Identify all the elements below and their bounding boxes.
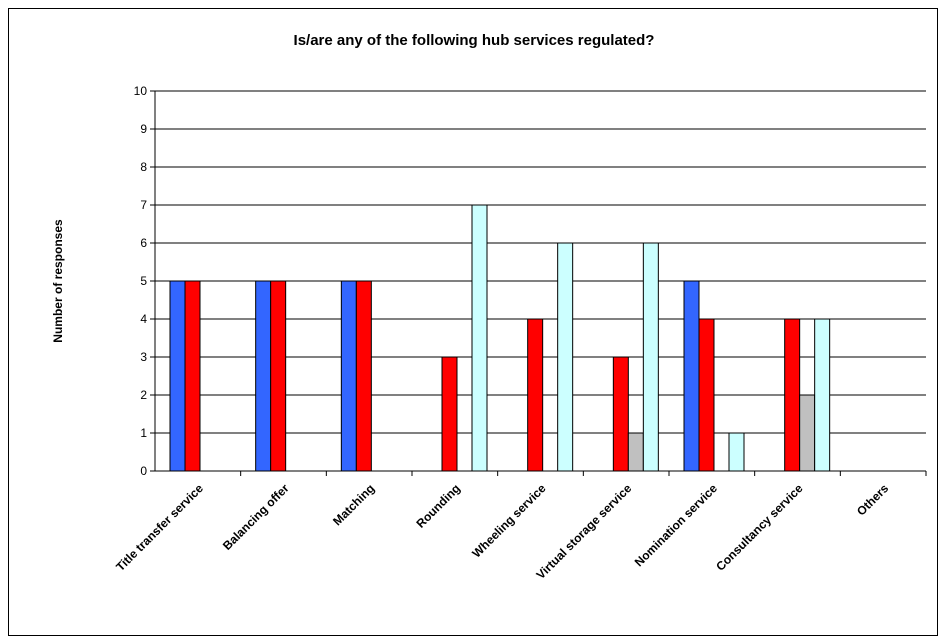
y-tick-label: 10 [134, 84, 148, 98]
x-category-label: Virtual storage service [534, 481, 635, 582]
x-category-label: Wheeling service [469, 481, 548, 560]
bar [527, 318, 544, 472]
bar [698, 318, 715, 472]
y-tick-label: 8 [140, 160, 147, 174]
bar [627, 432, 644, 472]
bar [255, 280, 272, 472]
x-category-label: Matching [330, 481, 377, 528]
y-tick-label: 3 [140, 350, 147, 364]
bar [612, 356, 629, 472]
bar [471, 204, 488, 472]
bar [340, 280, 357, 472]
y-tick-label: 0 [140, 464, 147, 478]
y-tick-label: 2 [140, 388, 147, 402]
bar [728, 432, 745, 472]
bar [557, 242, 574, 472]
x-category-labels: Title transfer service Balancing offer Mat… [113, 481, 891, 582]
y-tick-label: 5 [140, 274, 147, 288]
bar [169, 280, 186, 472]
x-category-label: Title transfer service [113, 481, 206, 574]
bar [270, 280, 287, 472]
bar [355, 280, 372, 472]
axes [150, 90, 927, 476]
bar [683, 280, 700, 472]
y-tick-label: 4 [140, 312, 147, 326]
y-tick-label: 6 [140, 236, 147, 250]
bar [799, 394, 816, 472]
y-tick-label: 9 [140, 122, 147, 136]
y-tick-label: 1 [140, 426, 147, 440]
bars [169, 204, 831, 472]
x-category-label: Balancing offer [220, 481, 292, 553]
x-category-label: Consultancy service [713, 481, 806, 574]
y-tick-label: 7 [140, 198, 147, 212]
bar [642, 242, 659, 472]
bar [184, 280, 201, 472]
bar [441, 356, 458, 472]
bar [784, 318, 801, 472]
y-axis-title: Number of responses [51, 219, 65, 343]
y-tick-labels: 0 1 2 3 4 5 6 7 8 9 10 [134, 84, 148, 478]
x-category-label: Rounding [413, 481, 462, 530]
chart-title: Is/are any of the following hub services… [293, 32, 655, 49]
bar [814, 318, 831, 472]
x-category-label: Others [854, 481, 891, 518]
x-category-label: Nomination service [632, 481, 720, 569]
